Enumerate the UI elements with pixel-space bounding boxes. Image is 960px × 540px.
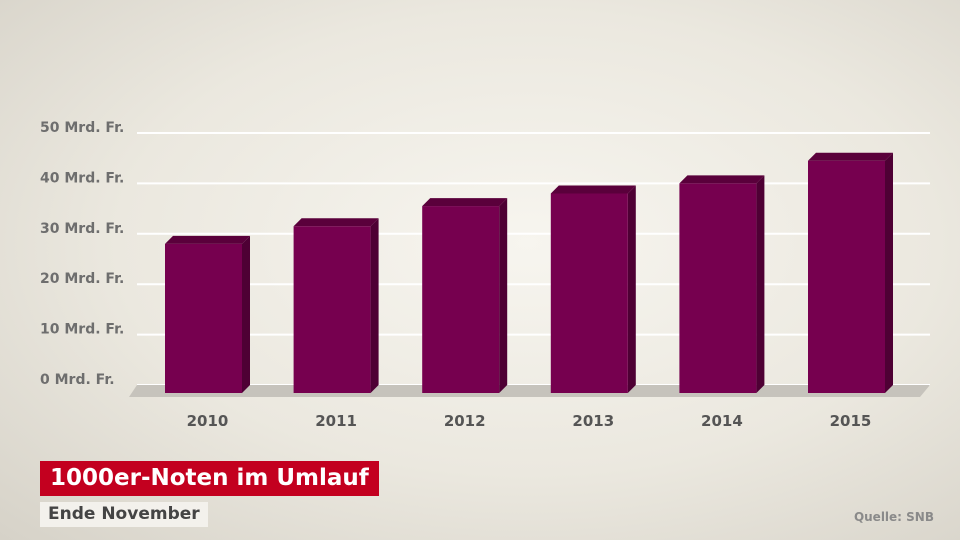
- bar-top: [422, 198, 508, 207]
- bar-front: [293, 226, 371, 393]
- bar-front: [550, 193, 628, 393]
- bar-side: [885, 152, 893, 393]
- x-tick-label: 2010: [187, 412, 229, 430]
- x-tick-label: 2014: [701, 412, 743, 430]
- x-tick-label: 2012: [444, 412, 486, 430]
- bar-2013: [550, 185, 636, 393]
- bar-2014: [679, 175, 765, 393]
- bar-side: [627, 185, 636, 393]
- bar-2015: [808, 152, 893, 393]
- bar-side: [370, 218, 379, 393]
- bar-top: [808, 152, 893, 161]
- bar-top: [679, 175, 765, 184]
- bar-side: [499, 198, 508, 393]
- source-note: Quelle: SNB: [853, 510, 934, 524]
- x-tick-label: 2011: [315, 412, 357, 430]
- bar-2011: [293, 218, 379, 393]
- y-tick-label: 20 Mrd. Fr.: [40, 271, 124, 287]
- y-tick-label: 0 Mrd. Fr.: [40, 372, 115, 388]
- y-tick-label: 40 Mrd. Fr.: [40, 170, 124, 186]
- bar-top: [165, 235, 250, 244]
- chart-subtitle: Ende November: [40, 502, 208, 527]
- y-tick-label: 10 Mrd. Fr.: [40, 322, 124, 338]
- bar-front: [679, 183, 757, 393]
- x-tick-label: 2015: [830, 412, 872, 430]
- bars: [165, 152, 893, 393]
- x-tick-label: 2013: [572, 412, 614, 430]
- bar-2010: [165, 235, 250, 393]
- bar-top: [293, 218, 379, 227]
- bar-2012: [422, 198, 508, 393]
- y-tick-label: 30 Mrd. Fr.: [40, 221, 124, 237]
- bar-side: [756, 175, 765, 393]
- bar-side: [242, 235, 250, 393]
- bar-front: [165, 243, 242, 393]
- bar-front: [422, 206, 500, 393]
- bar-top: [550, 185, 636, 194]
- bar-front: [808, 160, 885, 393]
- y-tick-label: 50 Mrd. Fr.: [40, 120, 124, 136]
- chart-title: 1000er-Noten im Umlauf: [40, 461, 379, 496]
- y-axis-ticks: 0 Mrd. Fr. 10 Mrd. Fr. 20 Mrd. Fr. 30 Mrd. …: [40, 120, 124, 388]
- x-axis-ticks: 2010 2011 2012 2013 2014 2015: [187, 412, 872, 430]
